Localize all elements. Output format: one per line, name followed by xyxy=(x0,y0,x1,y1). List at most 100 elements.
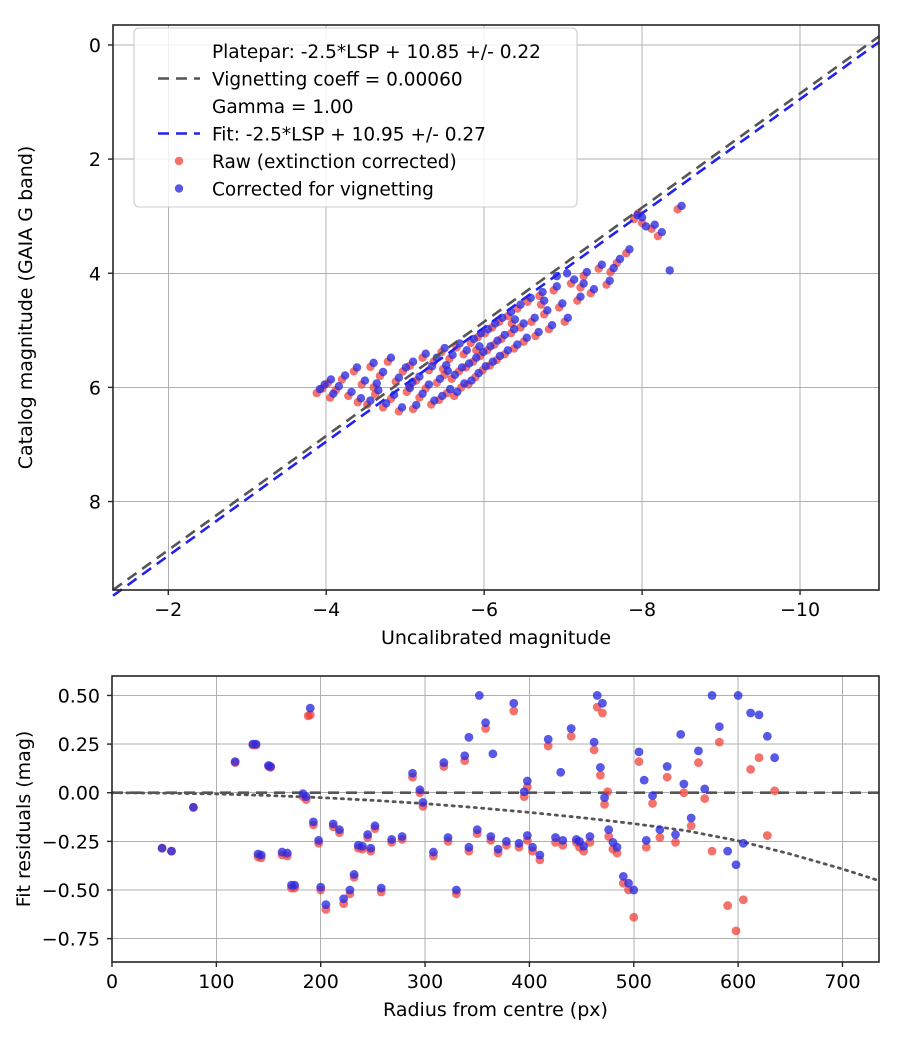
residual-point xyxy=(189,802,198,812)
residual-point xyxy=(589,745,599,755)
residuals-y-tick-label: −0.75 xyxy=(42,929,100,951)
scatter-point xyxy=(360,376,370,385)
residual-point xyxy=(301,792,311,802)
residual-point xyxy=(655,833,665,842)
scatter-point xyxy=(369,358,378,368)
residual-point xyxy=(339,894,349,904)
residual-point xyxy=(694,746,703,756)
residual-point xyxy=(543,734,553,744)
residuals-x-tick-label: 500 xyxy=(616,971,652,993)
residual-point xyxy=(522,776,532,786)
scatter-point xyxy=(486,342,495,351)
residual-point xyxy=(662,762,672,771)
residual-point xyxy=(634,747,644,757)
scatter-point xyxy=(418,389,427,398)
residuals-y-tick-label: 0.00 xyxy=(58,783,100,805)
residual-point xyxy=(460,751,470,761)
calibration-fit-lines xyxy=(112,35,880,597)
scatter-point xyxy=(472,353,481,362)
scatter-point xyxy=(401,363,411,372)
residuals-x-tick-label: 400 xyxy=(511,971,547,993)
residual-point xyxy=(429,847,438,857)
scatter-point xyxy=(397,403,407,412)
scatter-point xyxy=(329,389,338,398)
platepar-fit-line xyxy=(112,35,880,592)
scatter-point xyxy=(412,400,421,410)
residual-point xyxy=(770,753,780,763)
residual-point xyxy=(707,846,717,856)
scatter-point xyxy=(427,362,437,371)
residual-point xyxy=(345,885,355,895)
residual-point xyxy=(733,691,743,700)
scatter-point xyxy=(582,267,592,277)
scatter-point xyxy=(605,276,614,285)
residual-point xyxy=(551,833,560,842)
scatter-point xyxy=(597,260,607,269)
residual-point xyxy=(472,825,482,835)
scatter-point xyxy=(495,351,505,361)
legend-entry-label: Platepar: -2.5*LSP + 10.85 +/- 0.22 xyxy=(212,42,541,63)
residual-point xyxy=(731,926,741,936)
residual-point xyxy=(290,880,300,890)
residual-point xyxy=(629,885,639,895)
residual-point xyxy=(535,850,545,860)
scatter-point xyxy=(475,342,484,351)
scatter-point xyxy=(453,387,462,397)
scatter-point xyxy=(493,336,502,345)
residual-point xyxy=(376,883,386,893)
residual-point xyxy=(579,841,589,851)
scatter-point xyxy=(442,360,451,370)
residuals-data-points xyxy=(157,691,780,936)
residual-point xyxy=(256,850,266,860)
scatter-point xyxy=(435,374,445,384)
scatter-point xyxy=(438,391,447,401)
scatter-point xyxy=(481,362,490,371)
residual-point xyxy=(600,793,609,802)
residual-point xyxy=(604,825,614,835)
calibration-x-tick-label: −10 xyxy=(780,599,820,621)
calibration-x-tick-label: −6 xyxy=(470,599,498,621)
scatter-point xyxy=(558,299,567,308)
photometric-fit-line xyxy=(112,41,880,597)
legend-marker-handle xyxy=(174,184,184,193)
scatter-point xyxy=(347,387,356,397)
residuals-tick-labels: 0 100 200 300 400 500 600 700 0.50 0.25 0.00 −0.25 −… xyxy=(42,685,861,993)
residual-point xyxy=(366,843,376,853)
residual-point xyxy=(714,722,724,731)
scatter-point xyxy=(657,227,667,237)
residuals-y-axis-title: Fit residuals (mag) xyxy=(13,731,35,908)
calibration-y-tick-label: 6 xyxy=(89,377,101,399)
residual-point xyxy=(671,837,680,847)
residual-point xyxy=(316,882,326,892)
calibration-legend: Platepar: -2.5*LSP + 10.85 +/- 0.22 Vigne… xyxy=(133,27,578,208)
scatter-point xyxy=(576,292,585,301)
residual-point xyxy=(474,691,484,700)
residual-point xyxy=(464,732,474,742)
calibration-x-tick-label: −4 xyxy=(312,599,340,621)
residual-point xyxy=(731,860,741,870)
residual-point xyxy=(418,798,428,807)
scatter-point xyxy=(462,346,471,355)
residual-point xyxy=(309,817,318,827)
scatter-point xyxy=(677,201,686,211)
residual-point xyxy=(305,703,315,713)
residuals-tick-marks xyxy=(107,694,844,967)
residual-point xyxy=(700,794,710,803)
calibration-y-tick-label: 0 xyxy=(89,35,101,57)
residual-point xyxy=(707,691,717,700)
scatter-point xyxy=(609,263,618,273)
residual-point xyxy=(641,842,651,852)
residual-point xyxy=(624,878,633,888)
residuals-x-tick-label: 200 xyxy=(303,971,339,993)
scatter-point xyxy=(534,327,543,337)
residual-point xyxy=(514,838,524,848)
residual-point xyxy=(679,788,689,798)
residual-point xyxy=(686,821,696,831)
residual-point xyxy=(738,895,748,905)
scatter-point xyxy=(378,367,388,377)
scatter-point xyxy=(516,300,525,309)
calibration-y-tick-label: 8 xyxy=(89,492,101,514)
scatter-point xyxy=(547,320,557,330)
residual-point xyxy=(662,772,672,782)
